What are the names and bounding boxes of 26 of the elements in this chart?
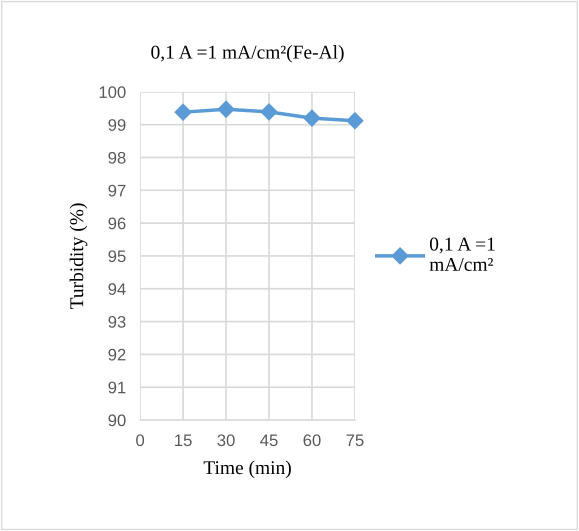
x-tick-label: 60 [304,434,321,446]
y-tick-label: 93 [108,316,126,328]
y-tick-label: 98 [108,152,126,164]
point [217,100,235,118]
y-tick-label: 90 [108,414,126,426]
y-tick-label: 100 [100,86,126,98]
chart-title: 0,1 A =1 mA/cm²(Fe-Al) [151,45,344,63]
point [303,110,321,127]
y-axis-title: Turbidity (%) [70,203,88,309]
x-tick-label: 75 [346,434,364,446]
legend-label: 0,1 A =1 mA/cm² [430,238,495,271]
x-tick-label: 0 [136,434,144,446]
y-tick-label: 92 [108,348,126,361]
y-tick-label: 97 [108,184,126,197]
x-tick-label: 15 [175,434,192,446]
x-tick-label: 30 [217,434,235,446]
y-tick-label: 91 [108,382,126,394]
x-tick-label: 45 [260,434,278,446]
x-axis-title: Time (min) [204,460,291,478]
point [260,103,278,120]
y-tick-label: 95 [108,250,126,262]
y-tick-label: 94 [108,283,126,295]
y-tick-label: 96 [108,218,126,230]
point [346,112,364,130]
y-tick-label: 99 [108,119,126,131]
point [174,104,192,121]
